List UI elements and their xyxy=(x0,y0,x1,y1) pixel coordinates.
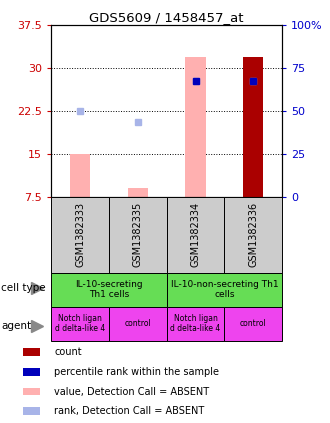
Bar xyxy=(185,57,206,197)
Text: GSM1382334: GSM1382334 xyxy=(190,202,201,267)
Bar xyxy=(224,307,282,341)
Text: GSM1382336: GSM1382336 xyxy=(248,202,258,267)
Bar xyxy=(51,197,109,273)
Bar xyxy=(22,407,40,415)
Text: Notch ligan
d delta-like 4: Notch ligan d delta-like 4 xyxy=(170,314,221,333)
Bar xyxy=(51,273,167,307)
Text: value, Detection Call = ABSENT: value, Detection Call = ABSENT xyxy=(54,387,209,396)
Text: rank, Detection Call = ABSENT: rank, Detection Call = ABSENT xyxy=(54,406,205,416)
Bar xyxy=(128,188,148,197)
Bar xyxy=(109,197,167,273)
Bar xyxy=(109,307,167,341)
Bar xyxy=(167,273,282,307)
Text: control: control xyxy=(124,319,151,328)
Text: IL-10-non-secreting Th1
cells: IL-10-non-secreting Th1 cells xyxy=(171,280,278,299)
Bar xyxy=(51,307,109,341)
Title: GDS5609 / 1458457_at: GDS5609 / 1458457_at xyxy=(89,11,244,24)
Bar xyxy=(167,197,224,273)
Bar xyxy=(22,349,40,356)
Text: percentile rank within the sample: percentile rank within the sample xyxy=(54,367,219,377)
Text: IL-10-secreting
Th1 cells: IL-10-secreting Th1 cells xyxy=(75,280,143,299)
Text: GSM1382333: GSM1382333 xyxy=(75,202,85,267)
Bar xyxy=(22,387,40,396)
Text: agent: agent xyxy=(1,321,31,331)
Bar xyxy=(167,307,224,341)
Text: control: control xyxy=(240,319,267,328)
Text: Notch ligan
d delta-like 4: Notch ligan d delta-like 4 xyxy=(55,314,105,333)
Text: count: count xyxy=(54,347,82,357)
Bar xyxy=(224,197,282,273)
Bar xyxy=(22,368,40,376)
Bar xyxy=(70,154,90,197)
Text: GSM1382335: GSM1382335 xyxy=(133,202,143,267)
Bar xyxy=(243,57,263,197)
Text: cell type: cell type xyxy=(1,283,46,293)
Bar xyxy=(243,57,263,197)
